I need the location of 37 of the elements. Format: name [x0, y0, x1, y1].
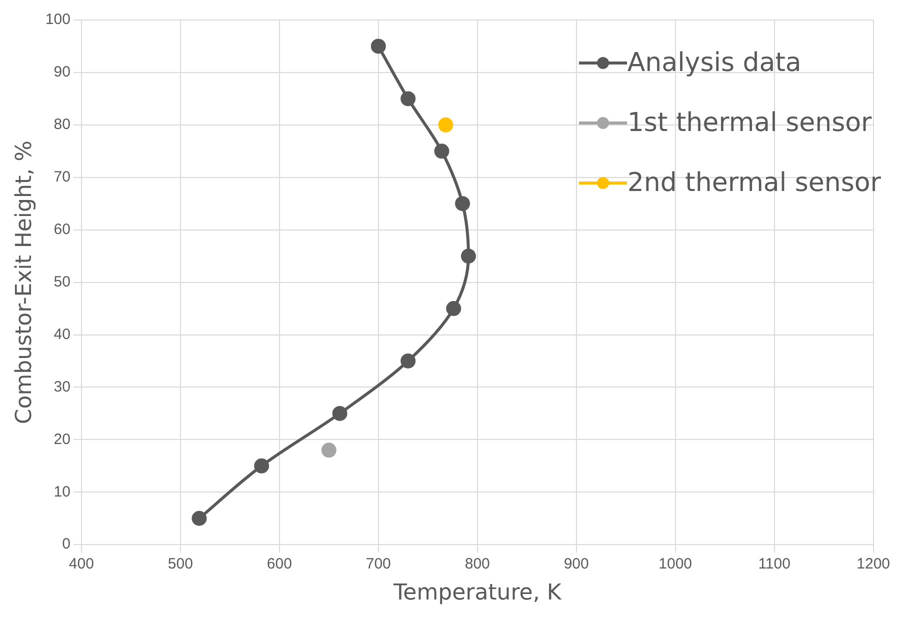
y-tick-label: 80 [54, 116, 70, 134]
y-tick-label: 40 [54, 326, 70, 343]
y-tick-label: 50 [54, 273, 70, 290]
point [321, 442, 336, 458]
x-tick-label: 600 [266, 556, 292, 573]
y-tick-label: 0 [62, 536, 70, 553]
x-tick-label: 900 [564, 556, 589, 573]
legend-label: 2nd thermal sensor [627, 168, 881, 198]
point [192, 510, 207, 526]
y-tick-label: 30 [54, 378, 70, 396]
legend-label: 1st thermal sensor [627, 108, 872, 138]
y-tick-label: 10 [54, 483, 70, 500]
x-tick-label: 500 [168, 556, 193, 573]
point [438, 117, 454, 132]
y-tick-label: 100 [45, 11, 70, 28]
legend-label: Analysis data [627, 48, 802, 78]
x-tick-label: 700 [366, 556, 391, 573]
point [254, 458, 270, 474]
x-tick-label: 400 [68, 556, 94, 573]
x-tick-label: 1100 [758, 556, 790, 573]
x-tick-label: 800 [464, 556, 490, 573]
point [446, 301, 462, 316]
y-tick-label: 20 [54, 430, 70, 448]
point [370, 38, 386, 54]
y-axis-title: Combustor-Exit Height, % [12, 140, 37, 424]
x-tick-label: 1200 [856, 556, 890, 573]
point [332, 406, 348, 421]
y-tick-label: 90 [54, 64, 70, 81]
point [460, 248, 476, 264]
x-tick-label: 1000 [658, 556, 692, 573]
point [400, 353, 416, 368]
point [400, 91, 416, 106]
point [455, 196, 470, 212]
x-axis-title: Temperature, K [392, 580, 562, 606]
y-tick-label: 70 [54, 168, 70, 186]
y-tick-label: 60 [54, 220, 70, 238]
point [434, 144, 450, 159]
